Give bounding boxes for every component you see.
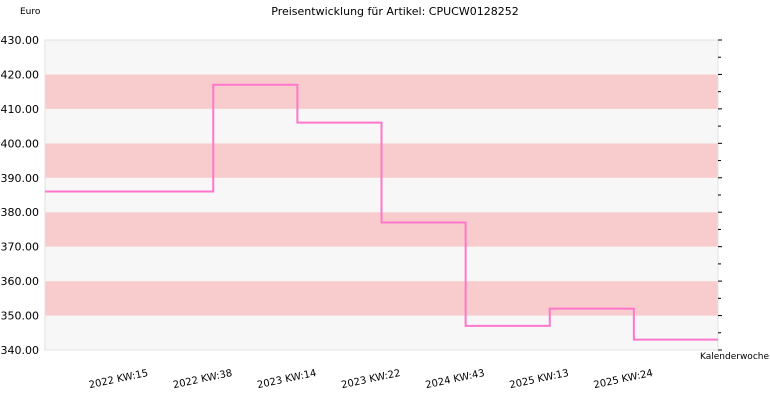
x-tick-label: 2024 KW:43 xyxy=(425,368,486,391)
x-tick-label: 2025 KW:24 xyxy=(593,368,654,391)
plot-band xyxy=(45,74,718,109)
y-tick-label: 340.00 xyxy=(1,344,40,357)
plot-band xyxy=(45,246,718,282)
y-tick-label: 370.00 xyxy=(1,241,40,254)
y-axis-unit-label: Euro xyxy=(20,7,41,17)
axis-ticks xyxy=(718,39,722,351)
chart-title: Preisentwicklung für Artikel: CPUCW01282… xyxy=(271,5,518,18)
y-tick-label: 380.00 xyxy=(1,206,40,219)
plot-band xyxy=(45,281,718,316)
x-tick-label: 2023 KW:14 xyxy=(256,368,317,391)
y-tick-label: 360.00 xyxy=(1,275,40,288)
price-step-line xyxy=(45,83,718,341)
x-axis-title: Kalenderwoche xyxy=(700,352,769,362)
y-tick-label: 350.00 xyxy=(1,310,40,323)
y-tick-label: 410.00 xyxy=(1,103,40,116)
y-tick-label: 420.00 xyxy=(1,68,40,81)
y-tick-label: 430.00 xyxy=(1,34,40,47)
x-tick-label: 2022 KW:15 xyxy=(88,368,149,391)
y-tick-label: 390.00 xyxy=(1,172,40,185)
x-tick-label: 2023 KW:22 xyxy=(340,368,401,391)
plot-band xyxy=(45,315,718,350)
series-group xyxy=(45,83,718,341)
x-tick-label: 2022 KW:38 xyxy=(172,368,233,391)
y-tick-label: 400.00 xyxy=(1,137,40,150)
plot-band xyxy=(45,40,718,75)
x-tick-label: 2025 KW:13 xyxy=(509,368,570,391)
